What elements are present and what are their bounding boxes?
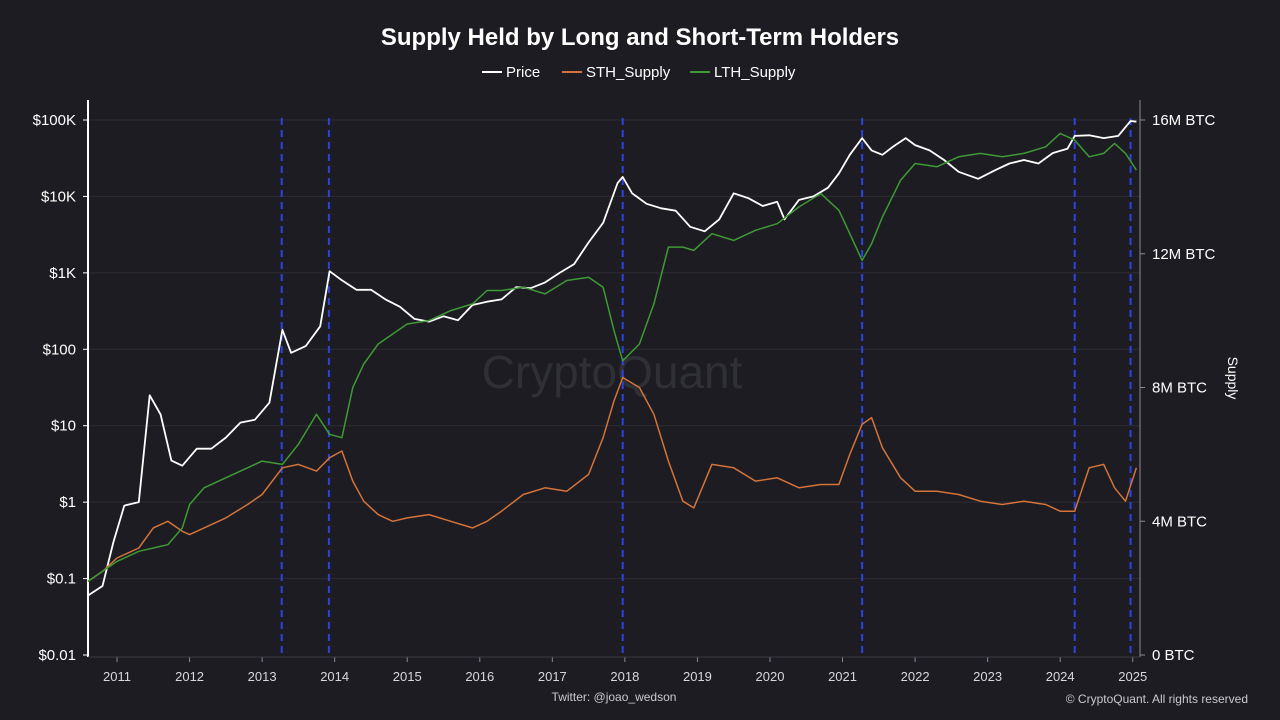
ytick-left-label: $1 xyxy=(59,494,76,511)
watermark: CryptoQuant xyxy=(482,346,743,398)
right-axis-title: Supply xyxy=(1225,357,1241,400)
legend-label-lth[interactable]: LTH_Supply xyxy=(714,64,796,81)
xtick-label: 2018 xyxy=(610,669,639,684)
ytick-right-label: 12M BTC xyxy=(1152,246,1216,263)
xtick-label: 2016 xyxy=(465,669,494,684)
legend: Price STH_Supply LTH_Supply xyxy=(482,64,796,81)
xtick-label: 2017 xyxy=(538,669,567,684)
xtick-label: 2012 xyxy=(175,669,204,684)
series-line-lth-supply xyxy=(87,132,1138,583)
ytick-right-label: 8M BTC xyxy=(1152,380,1207,397)
ytick-left-label: $1K xyxy=(49,265,76,282)
legend-label-price[interactable]: Price xyxy=(506,64,540,81)
footer-copyright: © CryptoQuant. All rights reserved xyxy=(1066,692,1248,706)
ytick-right-label: 0 BTC xyxy=(1152,647,1195,664)
ytick-left-label: $0.01 xyxy=(38,647,76,664)
series-line-sth-supply xyxy=(87,376,1138,583)
xtick-label: 2021 xyxy=(828,669,857,684)
xtick-label: 2014 xyxy=(320,669,349,684)
series xyxy=(87,120,1138,597)
chart-title: Supply Held by Long and Short-Term Holde… xyxy=(381,24,899,51)
ytick-left-label: $10K xyxy=(41,188,76,205)
xtick-label: 2011 xyxy=(103,669,131,684)
ytick-left-label: $10 xyxy=(51,418,76,435)
xtick-label: 2013 xyxy=(248,669,277,684)
ytick-left-label: $0.1 xyxy=(47,571,76,588)
ticks: $0.01 $0.1 $1 $10 $100 $1K $10K $100K 0 BTC 4M BT… xyxy=(33,112,1216,684)
ytick-left-label: $100 xyxy=(43,341,76,358)
xtick-label: 2022 xyxy=(901,669,930,684)
xtick-label: 2025 xyxy=(1118,669,1147,684)
footer-credit: Twitter: @joao_wedson xyxy=(552,690,677,704)
xtick-label: 2024 xyxy=(1046,669,1075,684)
ytick-right-label: 16M BTC xyxy=(1152,112,1216,129)
grid xyxy=(88,119,1140,580)
legend-label-sth[interactable]: STH_Supply xyxy=(586,64,671,81)
axes xyxy=(87,100,1141,657)
ytick-left-label: $100K xyxy=(33,112,76,129)
series-line-price xyxy=(87,120,1137,597)
xtick-label: 2015 xyxy=(393,669,422,684)
xtick-label: 2023 xyxy=(973,669,1002,684)
xtick-label: 2019 xyxy=(683,669,712,684)
ytick-right-label: 4M BTC xyxy=(1152,513,1207,530)
vertical-markers xyxy=(280,118,1132,655)
xtick-label: 2020 xyxy=(756,669,785,684)
